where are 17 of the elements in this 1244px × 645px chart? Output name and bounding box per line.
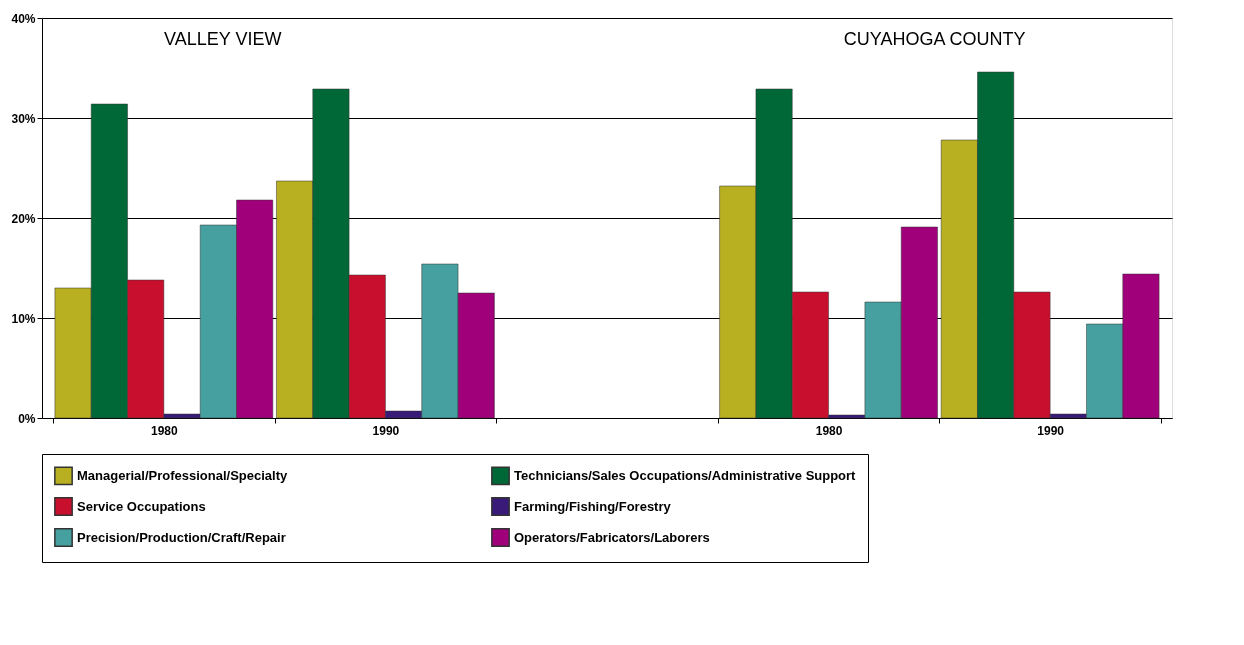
legend-label: Operators/Fabricators/Laborers — [514, 529, 710, 545]
y-tick-label: 40% — [11, 11, 36, 26]
legend-label: Precision/Production/Craft/Repair — [77, 529, 286, 545]
legend-label: Service Occupations — [77, 498, 206, 514]
annotation: CUYAHOGA COUNTY — [843, 29, 1026, 49]
x-tick-label: 1990 — [1037, 423, 1065, 438]
y-tick-label: 20% — [11, 211, 36, 226]
x-tick-label: 1980 — [815, 423, 843, 438]
y-tick-label: 10% — [11, 311, 36, 326]
y-tick-label: 0% — [18, 411, 36, 426]
x-tick-label: 1980 — [151, 423, 179, 438]
legend-label: Managerial/Professional/Specialty — [77, 467, 289, 483]
legend-label: Farming/Fishing/Forestry — [514, 498, 672, 514]
annotation: VALLEY VIEW — [164, 29, 282, 49]
y-tick-label: 30% — [11, 111, 36, 126]
x-tick-label: 1990 — [372, 423, 400, 438]
legend-label: Technicians/Sales Occupations/Administrative Support — [514, 467, 857, 483]
